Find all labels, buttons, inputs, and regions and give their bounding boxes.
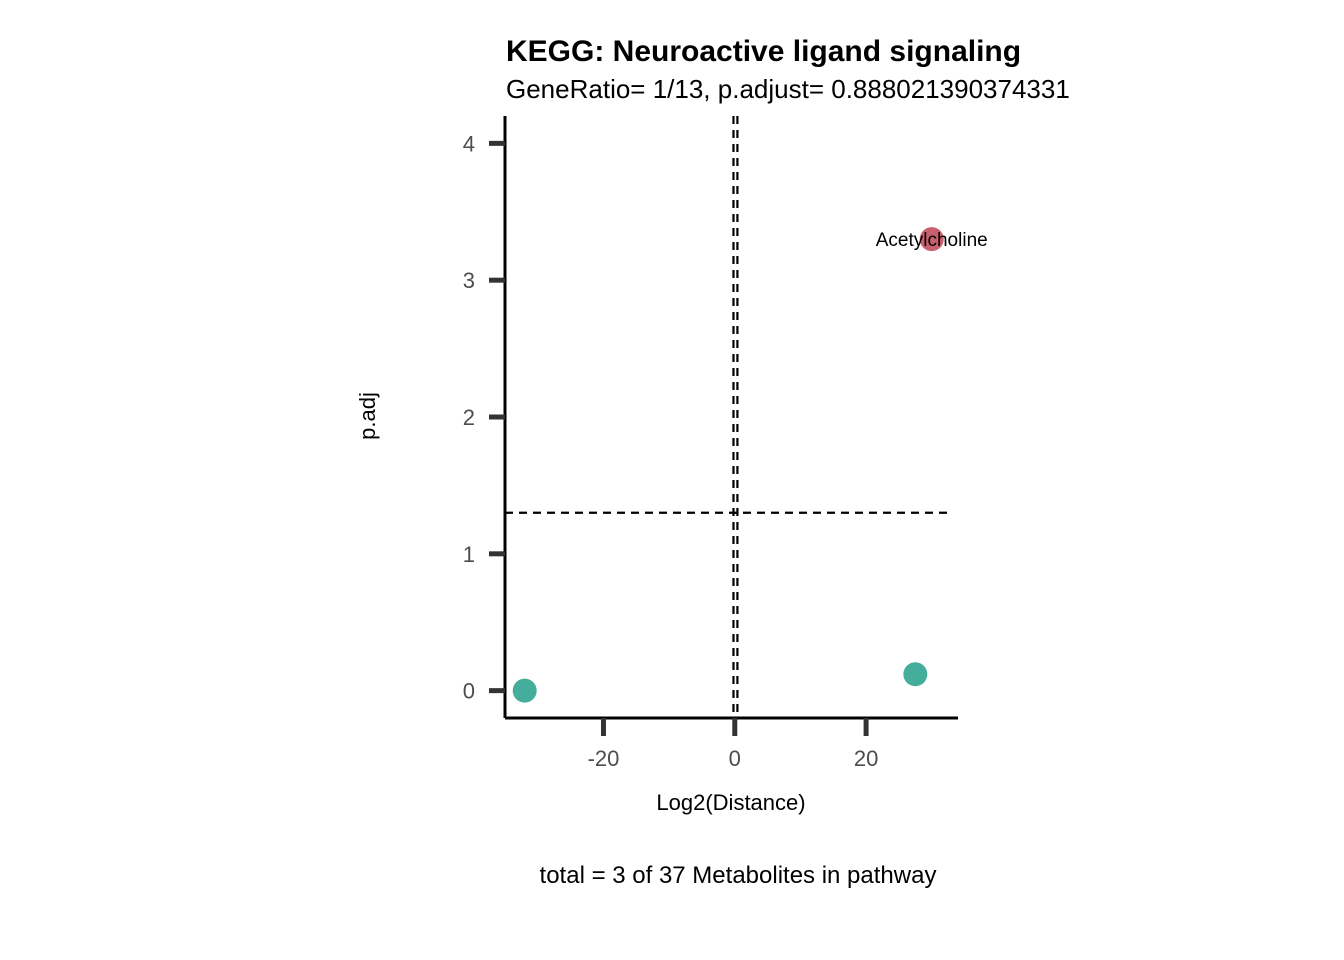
x-tick-label-1: 0 — [729, 746, 741, 771]
y-axis-title: p.adj — [355, 392, 380, 440]
threshold-lines — [505, 116, 950, 718]
x-axis-title: Log2(Distance) — [656, 790, 805, 815]
y-tick-label-4: 4 — [463, 131, 475, 156]
data-points: Acetylcholine — [512, 227, 988, 703]
axes: -20 0 20 0 1 2 3 4 — [463, 116, 958, 771]
y-tick-label-3: 3 — [463, 268, 475, 293]
y-tick-label-2: 2 — [463, 405, 475, 430]
point-label-2: Acetylcholine — [876, 230, 988, 251]
x-tick-label-2: 20 — [854, 746, 878, 771]
y-tick-label-1: 1 — [463, 542, 475, 567]
chart-subtitle: GeneRatio= 1/13, p.adjust= 0.88802139037… — [506, 74, 1070, 104]
y-tick-label-0: 0 — [463, 679, 475, 704]
x-tick-label-0: -20 — [588, 746, 620, 771]
data-point-0 — [512, 678, 537, 703]
data-point-2 — [919, 227, 944, 252]
chart-caption: total = 3 of 37 Metabolites in pathway — [540, 862, 937, 889]
data-point-1 — [903, 662, 928, 687]
chart-title: KEGG: Neuroactive ligand signaling — [506, 35, 1021, 68]
